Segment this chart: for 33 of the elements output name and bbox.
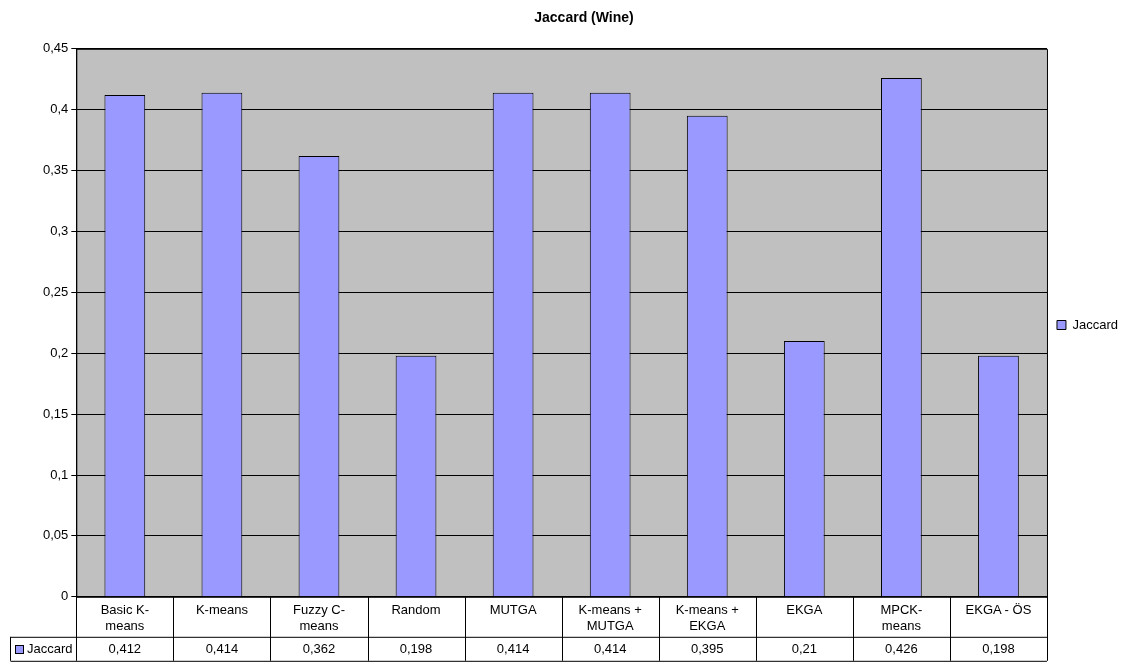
y-tick-label: 0,1 [50, 466, 69, 482]
x-tick-label: Basic K-means [100, 602, 150, 633]
x-tick-label: K-means + MUTGA [578, 602, 642, 633]
legend-label: Jaccard [1072, 316, 1119, 332]
y-tick-label: 0,45 [42, 40, 69, 56]
y-tick-label: 0,4 [50, 101, 69, 117]
x-tick-label: EKGA - ÖS [965, 602, 1032, 618]
x-tick-label: K-means + EKGA [675, 602, 739, 633]
data-label: 0,198 [399, 641, 433, 657]
data-label: 0,198 [982, 641, 1015, 657]
y-tick-label: 0,35 [42, 162, 69, 178]
x-tick-label: Fuzzy C-means [292, 602, 345, 633]
y-tick-label: 0,05 [42, 527, 69, 543]
data-label: 0,21 [791, 641, 817, 657]
data-label: 0,414 [593, 641, 627, 657]
data-label: 0,414 [205, 641, 239, 657]
x-tick-label: MUTGA [489, 602, 537, 618]
y-tick-label: 0,3 [50, 223, 69, 239]
y-tick-label: 0,15 [42, 405, 69, 421]
y-tick-label: 0,2 [50, 344, 69, 360]
y-tick-label: 0 [61, 588, 69, 604]
data-label: 0,362 [302, 641, 336, 657]
x-tick-label: MPCK-means [880, 602, 923, 633]
x-tick-label: Random [391, 602, 441, 618]
data-label: 0,426 [885, 641, 918, 657]
text: Jaccard [27, 641, 73, 657]
data-label: 0,414 [496, 641, 530, 657]
x-tick-label: K-means [195, 602, 249, 618]
x-tick-label: EKGA [786, 602, 823, 618]
y-tick-label: 0,25 [42, 283, 69, 299]
data-label: 0,395 [690, 641, 724, 657]
chart-title: Jaccard (Wine) [534, 9, 634, 26]
data-label: 0,412 [108, 641, 142, 657]
